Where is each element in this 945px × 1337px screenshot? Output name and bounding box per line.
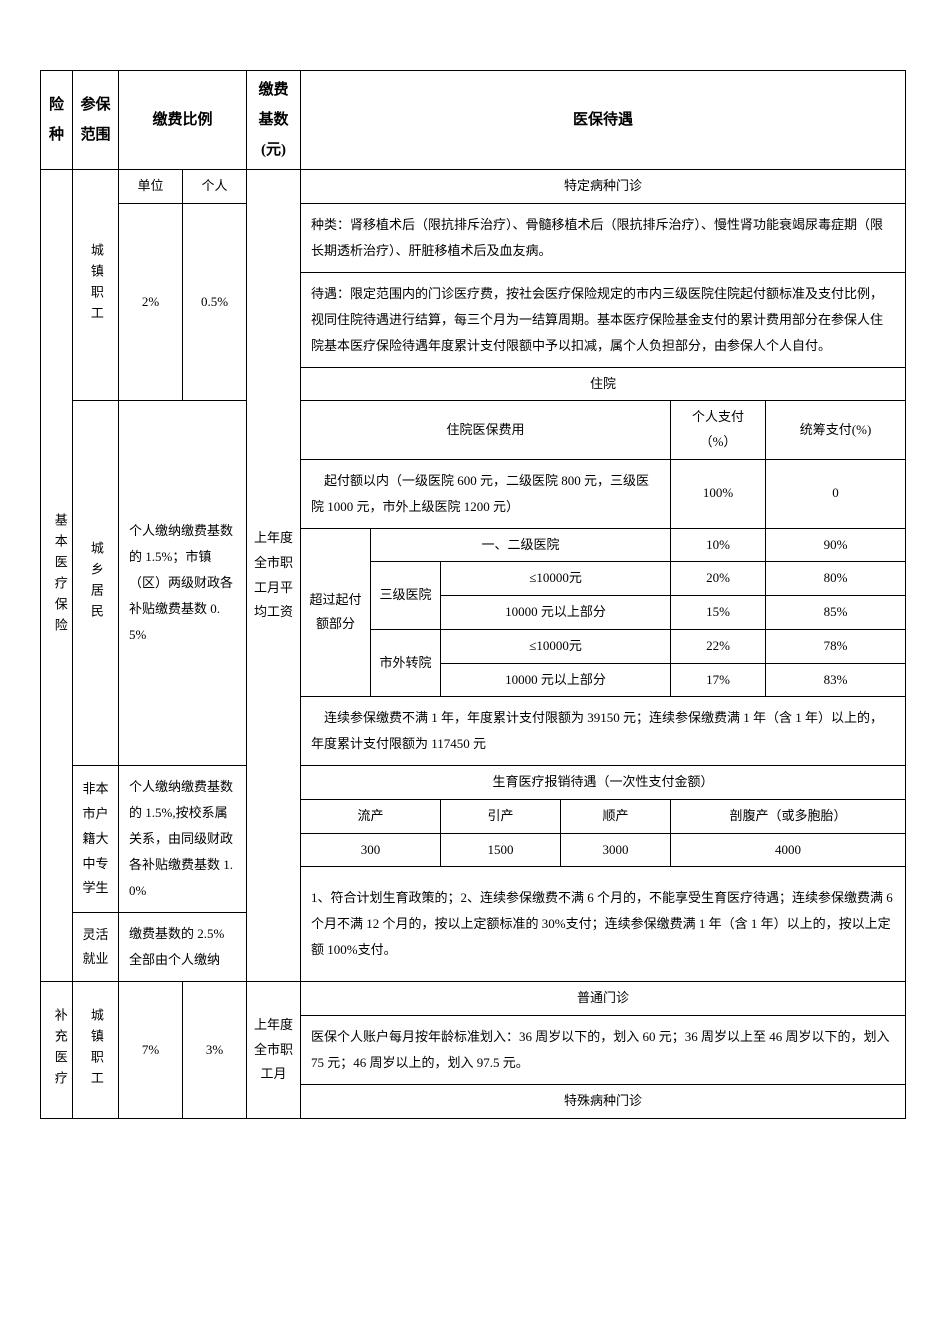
l3-le-personal: 20% [671,562,766,596]
deductible-row: 起付额以内（一级医院 600 元，二级医院 800 元，三级医院 1000 元，… [301,459,671,528]
mat-csection-v: 4000 [671,833,906,867]
annual-limit: 连续参保缴费不满 1 年，年度累计支付限额为 39150 元；连续参保缴费满 1… [301,697,906,766]
scope-flex: 灵活就业 [73,913,119,982]
mat-csection-h: 剖腹产（或多胞胎） [671,799,906,833]
sub-individual: 个人 [183,170,247,204]
level12-label: 一、二级医院 [371,528,671,562]
deductible-personal: 100% [671,459,766,528]
exceed-deductible: 超过起付额部分 [301,528,371,696]
deductible-pool: 0 [766,459,906,528]
hosp-pool-header: 统筹支付(%) [766,401,906,459]
scope-supp-worker: 城镇职工 [73,982,119,1118]
rate-flex: 缴费基数的 2.5%全部由个人缴纳 [119,913,247,982]
rate-uw-unit: 2% [119,203,183,401]
l3-gt10000: 10000 元以上部分 [441,596,671,630]
scope-resident: 城乡居民 [73,401,119,766]
l3-le10000: ≤10000元 [441,562,671,596]
mat-induce-h: 引产 [441,799,561,833]
oc-gt-personal: 17% [671,663,766,697]
l3-le-pool: 80% [766,562,906,596]
maternity-title: 生育医疗报销待遇（一次性支付金额） [301,766,906,800]
section-specific-disease-title: 特定病种门诊 [301,170,906,204]
risk-supplementary: 补充医疗 [41,982,73,1118]
scope-urban-worker: 城镇职工 [73,170,119,401]
rate-uw-indiv: 0.5% [183,203,247,401]
header-base: 缴费基数(元) [247,71,301,170]
mat-normal-v: 3000 [561,833,671,867]
mat-abortion-h: 流产 [301,799,441,833]
outcity-label: 市外转院 [371,629,441,696]
level12-pool: 90% [766,528,906,562]
l3-gt-pool: 85% [766,596,906,630]
general-outpatient-desc: 医保个人账户每月按年龄标准划入：36 周岁以下的，划入 60 元；36 周岁以上… [301,1015,906,1084]
special-disease-outpatient-title: 特殊病种门诊 [301,1084,906,1118]
rate-student: 个人缴纳缴费基数的 1.5%,按校系属关系，由同级财政各补贴缴费基数 1.0% [119,766,247,913]
mat-abortion-v: 300 [301,833,441,867]
base-supp: 上年度全市职工月 [247,982,301,1118]
mat-normal-h: 顺产 [561,799,671,833]
base-prev-year: 上年度全市职工月平均工资 [247,170,301,982]
specific-disease-types: 种类：肾移植术后（限抗排斥治疗）、骨髓移植术后（限抗排斥治疗）、慢性肾功能衰竭尿… [301,203,906,272]
oc-le10000: ≤10000元 [441,629,671,663]
rate-supp-unit: 7% [119,982,183,1118]
specific-disease-benefit: 待遇：限定范围内的门诊医疗费，按社会医疗保险规定的市内三级医院住院起付额标准及支… [301,272,906,367]
hosp-personal-header: 个人支付（%） [671,401,766,459]
sub-unit: 单位 [119,170,183,204]
level12-personal: 10% [671,528,766,562]
level3-label: 三级医院 [371,562,441,629]
header-benefits: 医保待遇 [301,71,906,170]
rate-resident: 个人缴纳缴费基数的 1.5%；市镇（区）两级财政各补贴缴费基数 0.5% [119,401,247,766]
section-hospitalization-title: 住院 [301,367,906,401]
oc-gt-pool: 83% [766,663,906,697]
maternity-conditions: 1、符合计划生育政策的；2、连续参保缴费不满 6 个月的，不能享受生育医疗待遇；… [301,867,906,982]
general-outpatient-title: 普通门诊 [301,982,906,1016]
rate-supp-indiv: 3% [183,982,247,1118]
header-scope: 参保范围 [73,71,119,170]
oc-le-personal: 22% [671,629,766,663]
header-risk-type: 险种 [41,71,73,170]
page: 险种 参保范围 缴费比例 缴费基数(元) 医保待遇 基本医疗保险 城镇职工 单位… [40,70,905,1119]
l3-gt-personal: 15% [671,596,766,630]
scope-student: 非本市户籍大中专学生 [73,766,119,913]
insurance-table: 险种 参保范围 缴费比例 缴费基数(元) 医保待遇 基本医疗保险 城镇职工 单位… [40,70,906,1119]
header-ratio: 缴费比例 [119,71,247,170]
oc-gt10000: 10000 元以上部分 [441,663,671,697]
mat-induce-v: 1500 [441,833,561,867]
hosp-expense-header: 住院医保费用 [301,401,671,459]
oc-le-pool: 78% [766,629,906,663]
risk-basic-medical: 基本医疗保险 [41,170,73,982]
